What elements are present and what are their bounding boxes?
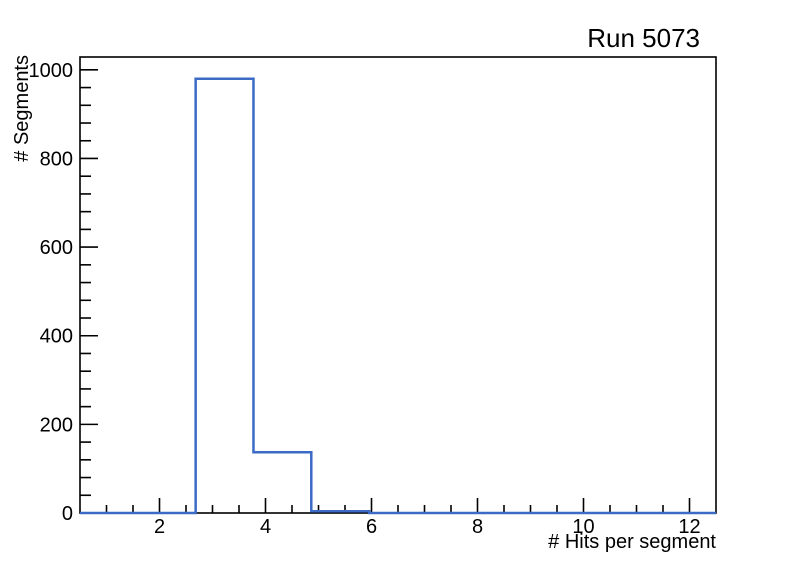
y-tick-label: 800 [40,148,73,170]
x-tick-label: 6 [366,516,377,538]
histogram-line [80,77,716,515]
chart-title: Run 5073 [587,23,700,53]
x-tick-label: 2 [154,516,165,538]
y-tick-label: 400 [40,326,73,348]
x-tick-label: 8 [472,516,483,538]
y-tick-label: 200 [40,414,73,436]
y-axis: 0 200 400 600 800 1000 [29,60,98,525]
x-axis: 2 4 6 8 10 12 [105,498,701,538]
y-tick-label: 600 [40,237,73,259]
y-tick-label: 1000 [29,60,74,82]
x-tick-label: 12 [678,516,700,538]
x-axis-title: # Hits per segment [548,531,716,553]
y-tick-label: 0 [62,503,73,525]
x-tick-label: 4 [260,516,271,538]
plot-frame [79,56,717,514]
x-tick-label: 10 [572,516,594,538]
